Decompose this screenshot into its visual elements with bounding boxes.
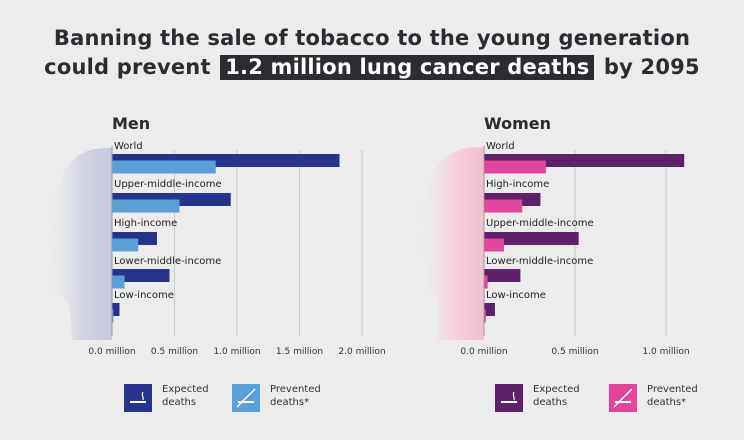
bar-prevented-men-high-income (112, 238, 139, 252)
tick-label-men-3: 1.5 million (276, 347, 323, 357)
bar-prevented-women-high-income (484, 199, 523, 213)
category-label-women-lower-middle-income: Lower-middle-income (486, 256, 593, 267)
tick-label-women-0: 0.0 million (460, 347, 507, 357)
legend-women: Expected deaths Prevented deaths* (495, 378, 735, 418)
cigarette-icon (124, 384, 152, 412)
legend-label-prevented-men: Prevented deaths* (270, 384, 321, 408)
men-panel: 0.0 million 0.5 million 1.0 million 1.5 mil… (88, 114, 385, 357)
title-line-1: Banning the sale of tobacco to the young… (53, 26, 691, 50)
category-label-men-upper-middle-income: Upper-middle-income (114, 179, 222, 190)
tick-label-men-2: 1.0 million (213, 347, 260, 357)
bar-expected-women-upper-middle-income (484, 232, 579, 245)
category-label-women-upper-middle-income: Upper-middle-income (486, 218, 594, 229)
tick-label-men-4: 2.0 million (338, 347, 385, 357)
category-label-women-low-income: Low-income (486, 290, 546, 301)
men-head-silhouette (43, 148, 112, 340)
category-label-men-high-income: High-income (114, 218, 177, 229)
bar-prevented-men-low-income (112, 309, 114, 323)
bar-expected-men-lower-middle-income (112, 269, 170, 282)
bar-expected-women-low-income (484, 303, 495, 316)
panel-title-women: Women (484, 114, 551, 133)
bar-prevented-women-lower-middle-income (484, 275, 488, 289)
women-panel: 0.0 million 0.5 million 1.0 million Women Wo… (460, 114, 689, 357)
category-label-women-high-income: High-income (486, 179, 549, 190)
category-label-men-world: World (114, 141, 143, 152)
tick-label-women-1: 0.5 million (551, 347, 598, 357)
legend-men: Expected deaths Prevented deaths* (124, 378, 374, 418)
bar-expected-women-lower-middle-income (484, 269, 521, 282)
legend-label-expected-women: Expected deaths (533, 384, 580, 408)
tick-label-men-1: 0.5 million (151, 347, 198, 357)
bar-prevented-men-upper-middle-income (112, 199, 180, 213)
bar-prevented-women-world (484, 160, 546, 174)
panel-title-men: Men (112, 114, 150, 133)
tick-label-women-2: 1.0 million (642, 347, 689, 357)
bar-prevented-women-low-income (484, 309, 486, 323)
cigarette-icon (495, 384, 523, 412)
bar-prevented-men-lower-middle-income (112, 275, 125, 289)
category-label-women-world: World (486, 141, 515, 152)
category-label-men-lower-middle-income: Lower-middle-income (114, 256, 221, 267)
tick-label-men-0: 0.0 million (88, 347, 135, 357)
legend-label-expected-men: Expected deaths (162, 384, 209, 408)
category-label-men-low-income: Low-income (114, 290, 174, 301)
title-highlight: 1.2 million lung cancer deaths (220, 55, 595, 80)
title-line-2-end: by 2095 (603, 55, 700, 79)
title-line-2: could prevent 1.2 million lung cancer de… (0, 53, 744, 82)
no-smoking-icon (609, 384, 637, 412)
title-line-2-start: could prevent (44, 55, 211, 79)
legend-label-prevented-women: Prevented deaths* (647, 384, 698, 408)
women-head-silhouette (415, 147, 484, 340)
bar-prevented-men-world (112, 160, 216, 174)
bar-prevented-women-upper-middle-income (484, 238, 505, 252)
chart-title: Banning the sale of tobacco to the young… (0, 24, 744, 82)
bar-expected-men-low-income (112, 303, 120, 316)
no-smoking-icon (232, 384, 260, 412)
